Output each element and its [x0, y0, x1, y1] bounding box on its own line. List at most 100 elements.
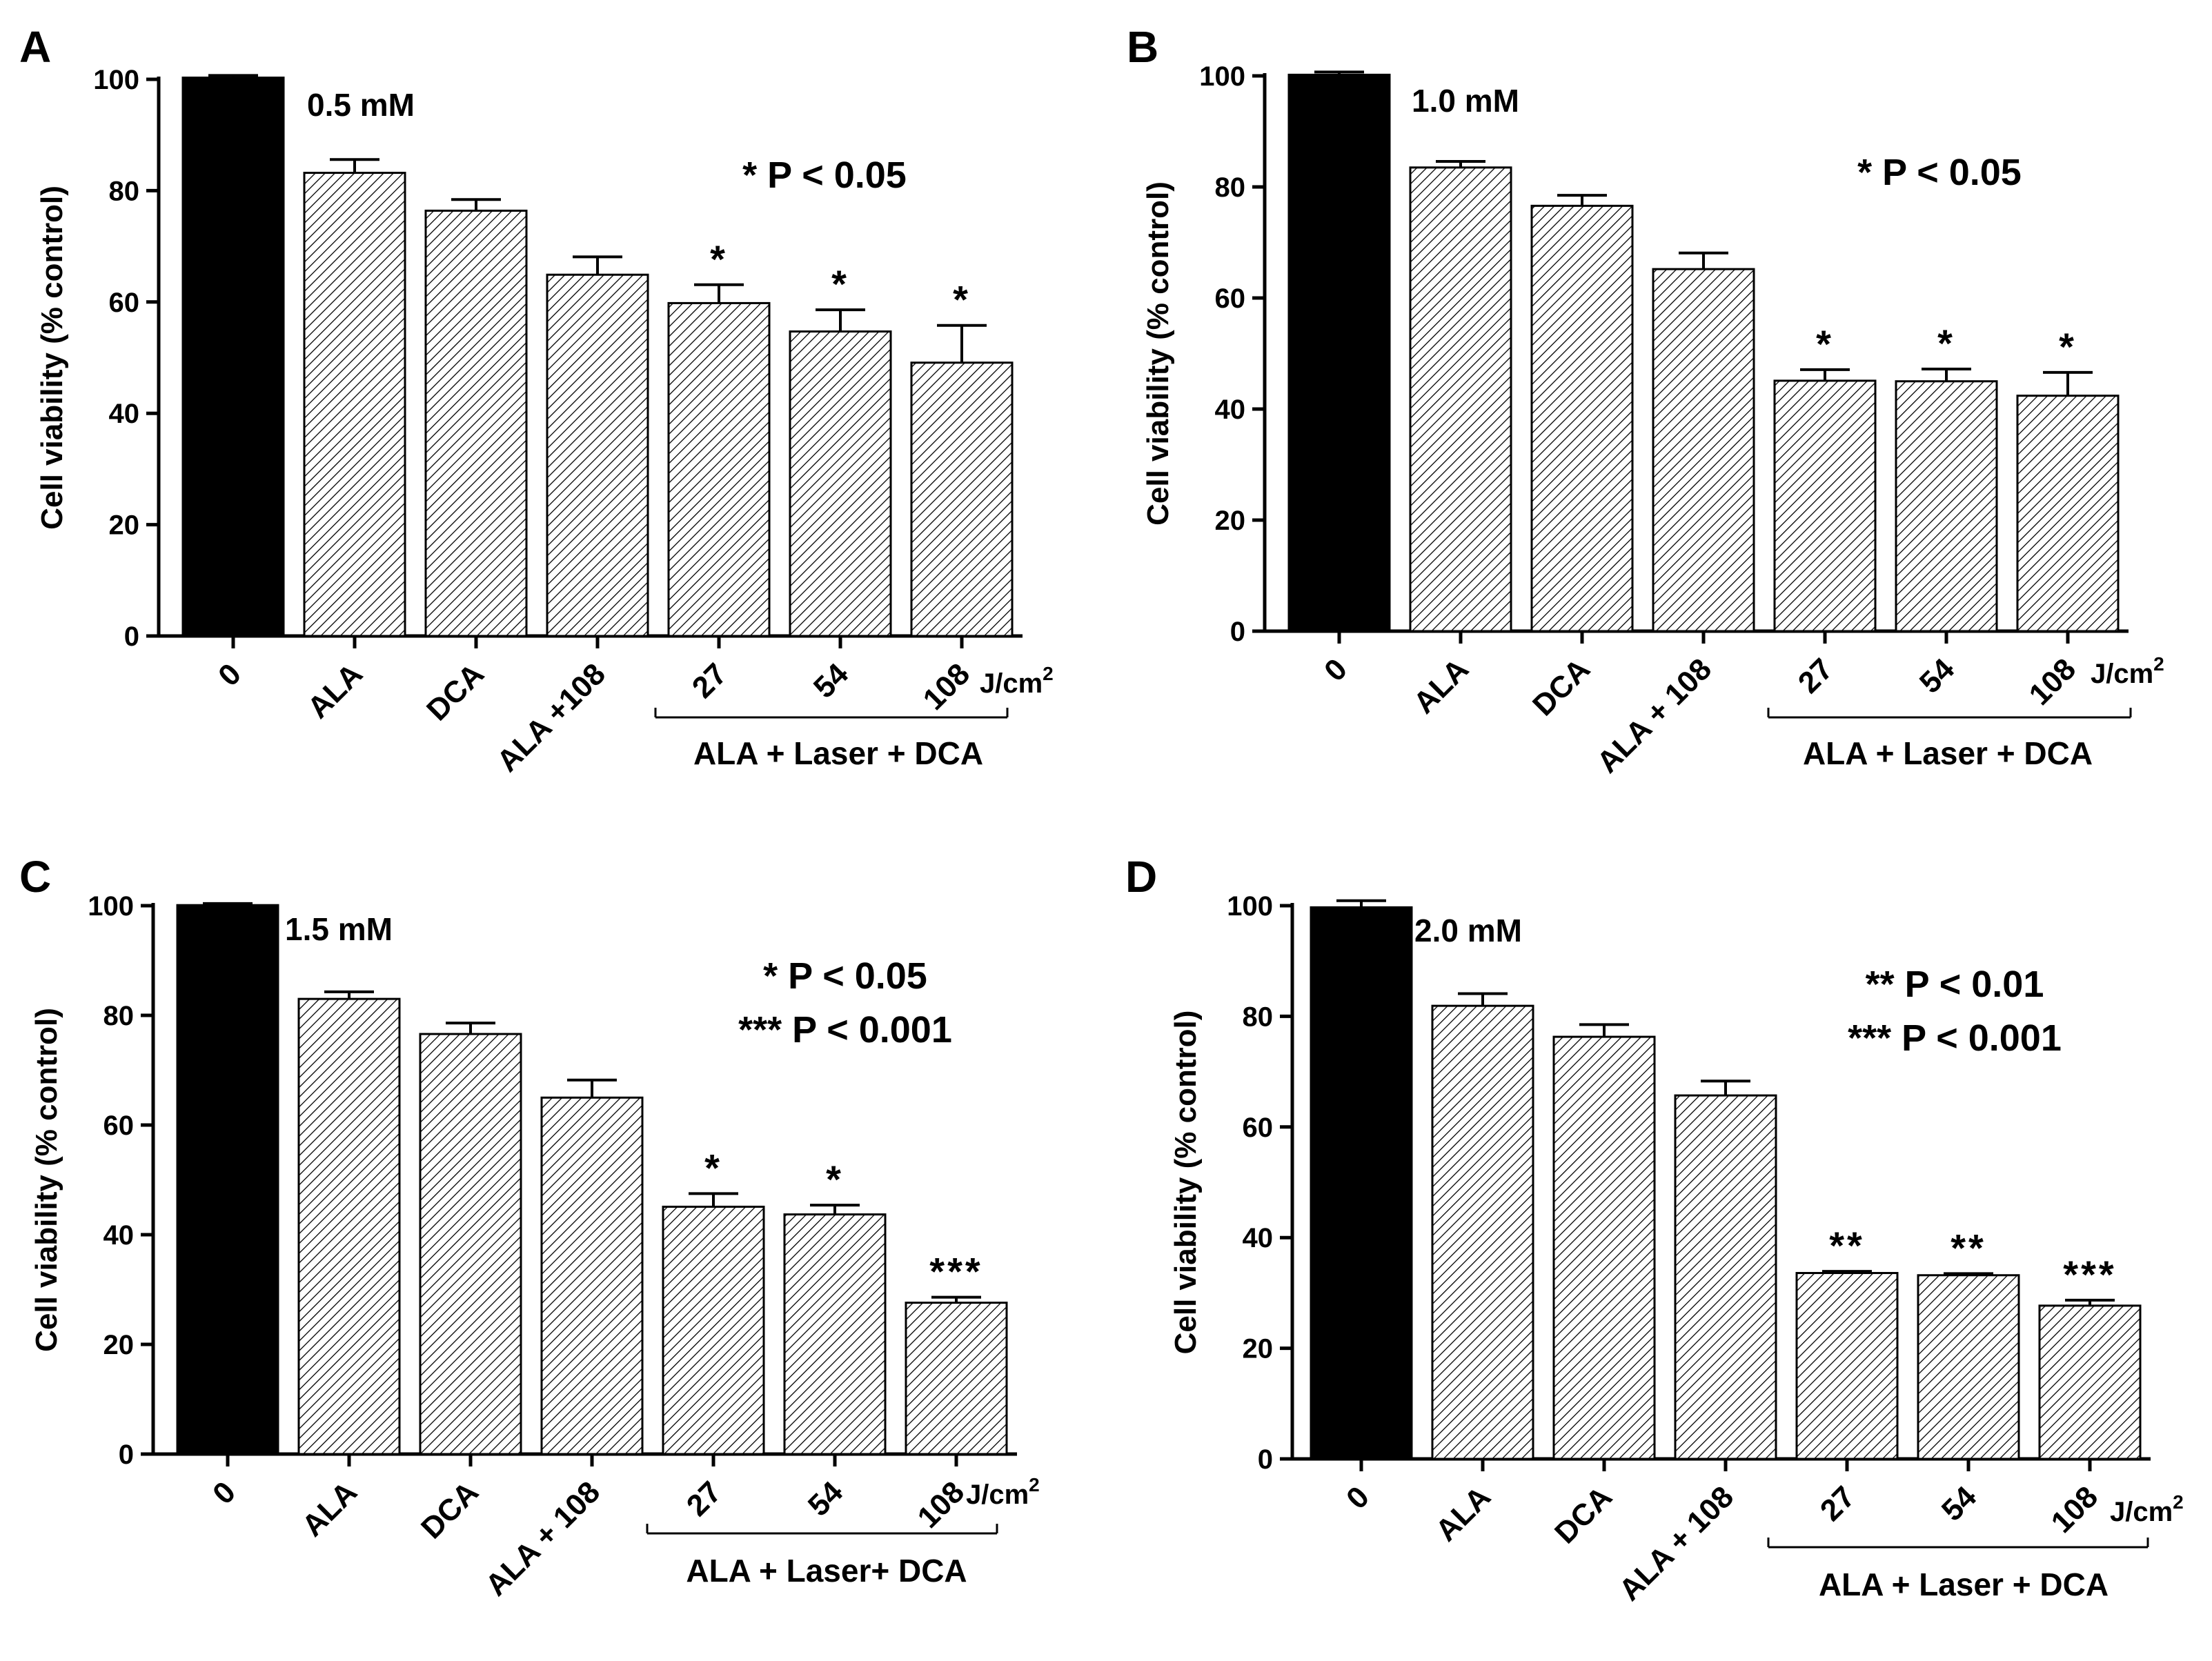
bar-108: [2016, 395, 2120, 633]
y-tick-label: 100: [93, 65, 139, 95]
x-tick-label: 0: [1340, 1480, 1376, 1515]
x-tick-label: DCA: [420, 657, 491, 727]
y-tick-label: 40: [1243, 1223, 1274, 1253]
x-tick-label: 108: [917, 657, 977, 717]
y-axis-title: Cell viability (% control): [30, 1008, 63, 1352]
bar-ALAplus108: [540, 1096, 644, 1455]
group-label: ALA + Laser+ DCA: [686, 1553, 967, 1589]
bar-ALA: [297, 997, 401, 1455]
bar-0: [1287, 73, 1391, 633]
y-axis-title: Cell viability (% control): [1141, 181, 1175, 526]
bar-27: [1795, 1272, 1899, 1460]
x-tick-label: 54: [1913, 652, 1962, 700]
bar-54: [789, 330, 892, 637]
bar-108: [905, 1302, 1008, 1455]
bar-0: [181, 77, 285, 637]
significance-mark: *: [953, 278, 971, 321]
pvalue-note: * P < 0.05: [742, 155, 907, 196]
y-tick-label: 100: [1227, 891, 1273, 922]
group-label: ALA + Laser + DCA: [1819, 1566, 2109, 1602]
x-tick-label: 27: [1792, 652, 1839, 699]
significance-mark: ***: [2063, 1253, 2116, 1296]
x-tick-label: DCA: [1548, 1480, 1619, 1550]
bar-54: [1917, 1274, 2020, 1460]
y-tick-label: 100: [1199, 61, 1245, 92]
y-axis-title: Cell viability (% control): [35, 186, 69, 530]
y-tick-label: 0: [1230, 617, 1245, 647]
bar-27: [1773, 379, 1877, 633]
x-tick-label: ALA + 108: [1612, 1480, 1740, 1607]
y-tick-label: 60: [1215, 284, 1246, 314]
significance-mark: *: [710, 237, 728, 281]
x-tick-label: 54: [802, 1475, 850, 1523]
y-tick-label: 60: [103, 1111, 135, 1141]
y-tick-label: 40: [103, 1220, 135, 1251]
x-tick-label: 0: [212, 657, 248, 693]
x-tick-label: ALA: [295, 1475, 364, 1543]
bar-27: [667, 301, 771, 637]
y-tick-label: 80: [1243, 1002, 1274, 1032]
panel-letter: C: [19, 852, 51, 902]
panel-a: A 0 20 40 60 80 100 Cell viability (% control) 0…: [19, 22, 1054, 779]
x-tick-label: 27: [686, 657, 733, 704]
pvalue-note: *** P < 0.001: [738, 1009, 952, 1051]
x-tick-label: ALA: [301, 657, 369, 725]
x-tick-label: ALA + 108: [479, 1475, 606, 1602]
bar-27: [662, 1205, 765, 1455]
x-tick-label: 54: [1935, 1480, 1984, 1528]
pvalue-note: ** P < 0.01: [1866, 964, 2044, 1005]
bar-54: [783, 1213, 887, 1455]
bar-ALA: [1431, 1004, 1534, 1460]
panel-c: C 0 20 40 60 80 100 Cell viability (% control) 0…: [19, 852, 1040, 1602]
y-tick-label: 20: [1243, 1334, 1274, 1364]
concentration-label: 1.5 mM: [285, 911, 393, 947]
x-tick-label: DCA: [415, 1475, 485, 1545]
bar-108: [2038, 1304, 2142, 1460]
y-axis-title: Cell viability (% control): [1169, 1011, 1203, 1355]
y-tick-label: 20: [1215, 506, 1246, 536]
panel-d: D 0 20 40 60 80 100 Cell viability (% control) 0…: [1125, 852, 2184, 1607]
x-tick-label: ALA + 108: [1590, 652, 1718, 779]
y-tick-label: 100: [88, 891, 134, 922]
bar-DCA: [1552, 1035, 1656, 1460]
x-tick-label: 27: [1814, 1480, 1862, 1527]
bar-ALA: [1409, 166, 1512, 633]
significance-mark: ***: [929, 1250, 982, 1293]
x-tick-label: 0: [1318, 652, 1354, 688]
bar-DCA: [419, 1033, 522, 1455]
significance-mark: **: [1951, 1226, 1986, 1269]
bar-ALAplus108: [1674, 1094, 1777, 1460]
unit-label: J/cm2: [966, 1474, 1040, 1510]
x-tick-label: ALA: [1407, 652, 1475, 720]
concentration-label: 2.0 mM: [1414, 913, 1522, 948]
concentration-label: 1.0 mM: [1412, 83, 1519, 119]
pvalue-note: * P < 0.05: [763, 955, 927, 997]
significance-mark: *: [831, 262, 849, 306]
unit-label: J/cm2: [2110, 1491, 2184, 1527]
panel-b: B 0 20 40 60 80 100 Cell viability (% control) 0…: [1127, 22, 2164, 779]
bar-DCA: [1530, 204, 1634, 633]
significance-mark: *: [704, 1146, 722, 1189]
y-tick-label: 0: [119, 1440, 134, 1470]
concentration-label: 0.5 mM: [307, 87, 415, 123]
x-tick-label: 108: [911, 1475, 971, 1535]
y-tick-label: 0: [124, 621, 139, 652]
y-tick-label: 20: [109, 510, 140, 541]
bar-54: [1895, 380, 1998, 633]
y-tick-label: 40: [1215, 395, 1246, 425]
y-tick-label: 80: [103, 1001, 135, 1031]
y-tick-label: 0: [1258, 1444, 1273, 1475]
y-tick-label: 60: [109, 288, 140, 318]
panel-letter: D: [1125, 852, 1157, 902]
pvalue-note: * P < 0.05: [1857, 152, 2022, 193]
panel-letter: A: [19, 22, 51, 72]
unit-label: J/cm2: [980, 663, 1054, 699]
x-tick-label: ALA: [1429, 1480, 1497, 1548]
unit-label: J/cm2: [2091, 653, 2164, 689]
bar-0: [176, 904, 279, 1455]
x-tick-label: 54: [807, 657, 856, 705]
bar-108: [910, 361, 1014, 637]
x-tick-label: DCA: [1526, 652, 1597, 722]
group-label: ALA + Laser + DCA: [1803, 735, 2093, 771]
bar-ALAplus108: [546, 273, 649, 637]
